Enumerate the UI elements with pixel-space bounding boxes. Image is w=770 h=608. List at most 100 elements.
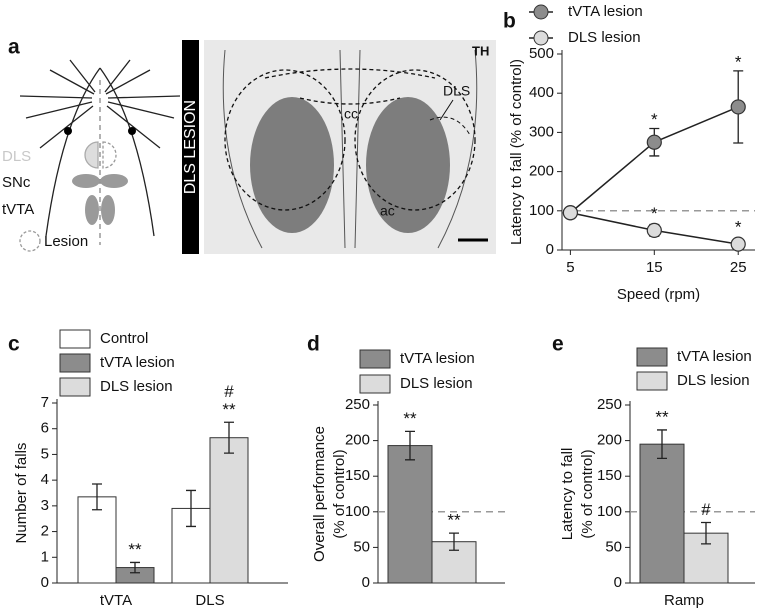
error-bar [224, 421, 234, 454]
y-tick-label: 250 [597, 396, 622, 413]
x-axis-label: Speed (rpm) [617, 286, 700, 303]
error-bar [92, 483, 102, 511]
legend-label: tVTA lesion [100, 354, 175, 371]
panel-letter: b [503, 10, 516, 33]
y-tick-label: 2 [41, 523, 49, 540]
y-tick-label: 0 [362, 574, 370, 591]
section-title-bar [182, 40, 199, 254]
legend-swatch [636, 371, 668, 391]
y-tick-label: 0 [41, 574, 49, 591]
significance: # [224, 382, 234, 401]
bar [77, 496, 117, 584]
point [646, 222, 662, 238]
significance: * [735, 218, 742, 237]
y-tick-label: 100 [597, 503, 622, 520]
point [562, 205, 578, 221]
legend-label: tVTA lesion [568, 3, 643, 20]
y-axis-label: Overall performance [311, 426, 328, 562]
bar [387, 445, 433, 584]
panel-letter: e [552, 333, 564, 356]
y-tick-label: 100 [529, 202, 554, 219]
diagram-label: SNc [2, 174, 31, 191]
x-tick-label: 5 [566, 259, 574, 276]
point [646, 134, 662, 150]
legend-label: tVTA lesion [677, 348, 752, 365]
y-axis-label: Latency to fall [559, 448, 576, 541]
x-tick-label: 15 [646, 259, 663, 276]
error-bar [405, 430, 415, 461]
significance: ** [655, 407, 669, 426]
significance: ** [128, 540, 142, 559]
region-label: DLS [443, 83, 470, 99]
y-tick-label: 200 [529, 163, 554, 180]
legend-swatch [359, 374, 391, 394]
y-tick-label: 200 [597, 432, 622, 449]
y-tick-label: 300 [529, 123, 554, 140]
y-axis-label: Latency to fall (% of control) [508, 59, 525, 245]
legend-label: DLS lesion [677, 372, 750, 389]
significance: * [651, 110, 658, 129]
panel-letter: c [8, 333, 20, 356]
legend-marker [533, 4, 549, 20]
y-tick-label: 100 [345, 503, 370, 520]
y-tick-label: 150 [345, 467, 370, 484]
region-label: cc [344, 106, 358, 122]
stain-label: TH [472, 43, 489, 58]
y-tick-label: 400 [529, 84, 554, 101]
diagram-label: tVTA [2, 201, 34, 218]
y-axis-label: Number of falls [13, 443, 30, 544]
region-label: ac [380, 203, 395, 219]
x-tick-label: DLS [195, 592, 224, 608]
y-tick-label: 50 [605, 538, 622, 555]
y-tick-label: 7 [41, 394, 49, 411]
diagram-label: DLS [2, 148, 31, 165]
legend-label: DLS lesion [568, 29, 641, 46]
y-tick-label: 6 [41, 420, 49, 437]
legend-marker [533, 30, 549, 46]
x-tick-label: 25 [730, 259, 747, 276]
x-tick-label: tVTA [100, 592, 132, 608]
y-tick-label: 250 [345, 396, 370, 413]
legend-label: tVTA lesion [400, 350, 475, 367]
error-bar [701, 521, 711, 545]
x-tick-label: Ramp [664, 592, 704, 608]
legend-swatch [59, 377, 91, 397]
legend-swatch [636, 347, 668, 367]
panel-letter: a [8, 36, 20, 59]
y-axis-label: (% of control) [579, 449, 596, 538]
significance: ** [403, 409, 417, 428]
y-tick-label: 4 [41, 471, 49, 488]
point [730, 236, 746, 252]
panel-letter: d [307, 333, 320, 356]
point [730, 99, 746, 115]
significance: ** [447, 511, 461, 530]
y-tick-label: 0 [614, 574, 622, 591]
error-bar [657, 429, 667, 460]
error-bar [186, 489, 196, 528]
error-bar [449, 532, 459, 551]
bar [209, 437, 249, 584]
y-tick-label: 1 [41, 548, 49, 565]
y-tick-label: 5 [41, 445, 49, 462]
lesion-label: Lesion [44, 233, 88, 250]
significance: * [651, 204, 658, 223]
y-tick-label: 0 [546, 241, 554, 258]
brain-section [204, 40, 496, 254]
y-tick-label: 150 [597, 467, 622, 484]
y-axis-label: (% of control) [331, 449, 348, 538]
y-tick-label: 3 [41, 497, 49, 514]
legend-label: DLS lesion [400, 375, 473, 392]
section-title: DLS LESION [182, 100, 199, 194]
legend-swatch [359, 349, 391, 369]
significance: * [735, 52, 742, 71]
legend-label: DLS lesion [100, 378, 173, 395]
legend-label: Control [100, 330, 148, 347]
y-tick-label: 500 [529, 45, 554, 62]
significance: # [701, 500, 711, 519]
y-tick-label: 200 [345, 432, 370, 449]
error-bar [130, 561, 140, 574]
legend-swatch [59, 353, 91, 373]
legend-swatch [59, 329, 91, 349]
mouse-diagram [19, 59, 181, 252]
